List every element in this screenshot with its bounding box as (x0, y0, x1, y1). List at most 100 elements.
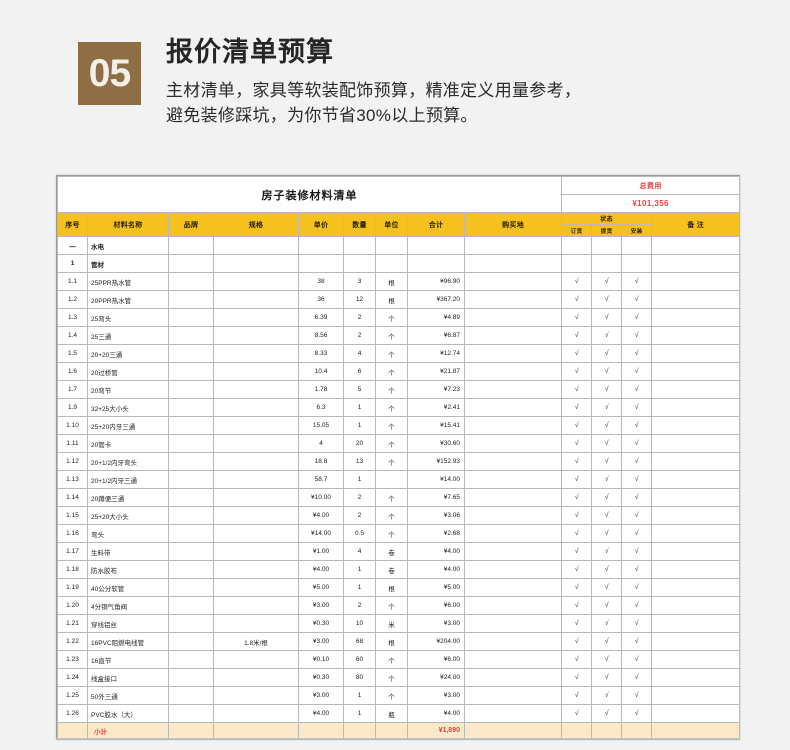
row-index: 1.24 (57, 668, 88, 687)
table-row: 1.14 20蹲便三通 ¥10.00 2 个 ¥7.65 √ √ √ (57, 488, 741, 507)
row-place (463, 614, 563, 633)
row-unit-price: 58.7 (298, 470, 344, 489)
row-status-order: √ (561, 650, 593, 669)
section-header: 05 报价清单预算 主材清单，家具等软装配饰预算，精准定义用量参考， 避免装修踩… (0, 0, 790, 128)
row-status-pickup: √ (591, 686, 623, 705)
row-unit: 个 (375, 362, 408, 381)
subtotal-pad-brand (168, 722, 214, 739)
row-amount: ¥15.41 (407, 416, 465, 435)
row-unit: 根 (375, 578, 408, 597)
row-qty: 3 (343, 272, 376, 291)
empty-cell (343, 236, 376, 255)
row-brand (168, 434, 214, 453)
row-status-pickup: √ (591, 272, 623, 291)
row-status-install: √ (621, 344, 653, 363)
status-cell (621, 254, 653, 273)
row-place (463, 308, 563, 327)
table-row: 1.22 16PVC阻燃电线管 1.8米/根 ¥3.00 68 根 ¥204.00 √ √ √ (57, 632, 741, 651)
row-spec (213, 290, 299, 309)
table-row: 1.18 防水胶布 ¥4.00 1 卷 ¥4.00 √ √ √ (57, 560, 741, 579)
row-status-pickup: √ (591, 416, 623, 435)
row-unit-price: ¥4.00 (298, 704, 344, 723)
row-index: 1.7 (57, 380, 88, 399)
row-brand (168, 416, 214, 435)
row-brand (168, 506, 214, 525)
group-index: 1 (57, 254, 88, 273)
row-qty: 20 (343, 434, 376, 453)
row-unit-price: 18.8 (298, 452, 344, 471)
row-status-pickup: √ (591, 470, 623, 489)
row-status-pickup: √ (591, 632, 623, 651)
row-amount: ¥30.60 (407, 434, 465, 453)
empty-cell (298, 254, 344, 273)
row-index: 1.9 (57, 398, 88, 417)
row-amount: ¥2.68 (407, 524, 465, 543)
table-row: 1.2 20PPR热水管 36 12 根 ¥367.20 √ √ √ (57, 290, 741, 309)
row-amount: ¥6.00 (407, 596, 465, 615)
row-status-order: √ (561, 470, 593, 489)
empty-cell (168, 254, 214, 273)
row-remark (651, 344, 741, 363)
row-status-pickup: √ (591, 614, 623, 633)
row-spec (213, 668, 299, 687)
row-index: 1.26 (57, 704, 88, 723)
row-qty: 4 (343, 344, 376, 363)
table-group-row: 一水电建筑面积85.2使用面积75 (57, 236, 741, 255)
row-unit: 根 (375, 632, 408, 651)
status-cell (651, 254, 741, 273)
row-place (463, 596, 563, 615)
subtotal-pad-unit (375, 722, 408, 739)
row-qty: 2 (343, 326, 376, 345)
subtotal-value: ¥1,890 (407, 722, 465, 739)
row-status-pickup: √ (591, 578, 623, 597)
group-name: 管材 (87, 254, 169, 273)
row-index: 1.11 (57, 434, 88, 453)
col-qty: 数量 (343, 212, 376, 237)
row-spec (213, 272, 299, 291)
row-qty: 80 (343, 668, 376, 687)
row-remark (651, 416, 741, 435)
row-status-install: √ (621, 326, 653, 345)
section-number-badge: 05 (78, 42, 141, 105)
row-index: 1.12 (57, 452, 88, 471)
status-cell (591, 254, 623, 273)
table-row: 1.7 20弯节 1.78 5 个 ¥7.23 √ √ √ (57, 380, 741, 399)
empty-cell (463, 236, 563, 255)
row-place (463, 686, 563, 705)
place-cell (561, 236, 593, 255)
row-unit-price: ¥3.00 (298, 686, 344, 705)
row-qty: 2 (343, 506, 376, 525)
row-name: 16PVC阻燃电线管 (87, 632, 169, 651)
row-remark (651, 596, 741, 615)
row-status-install: √ (621, 290, 653, 309)
row-unit: 个 (375, 398, 408, 417)
row-index: 1.23 (57, 650, 88, 669)
row-unit: 个 (375, 650, 408, 669)
col-spec: 规格 (213, 212, 299, 237)
row-unit: 个 (375, 326, 408, 345)
row-place (463, 650, 563, 669)
row-brand (168, 578, 214, 597)
row-status-order: √ (561, 308, 593, 327)
table-row: 1.20 4分铜气角阀 ¥3.00 2 个 ¥6.00 √ √ √ (57, 596, 741, 615)
empty-cell (407, 236, 465, 255)
table-row: 1.5 20+20三通 8.33 4 个 ¥12.74 √ √ √ (57, 344, 741, 363)
material-table: 房子装修材料清单 总费用 ¥101,356 序号 材料名称 品牌 规格 单价 数… (56, 176, 741, 739)
row-name: 线盒接口 (87, 668, 169, 687)
row-status-install: √ (621, 632, 653, 651)
row-status-install: √ (621, 668, 653, 687)
table-row: 1.17 生料带 ¥1.00 4 卷 ¥4.00 √ √ √ (57, 542, 741, 561)
row-index: 1.21 (57, 614, 88, 633)
row-name: 20+20三通 (87, 344, 169, 363)
row-status-pickup: √ (591, 596, 623, 615)
row-amount: ¥2.41 (407, 398, 465, 417)
section-subtitle-line2: 避免装修踩坑，为你节省30%以上预算。 (166, 105, 478, 125)
row-index: 1.15 (57, 506, 88, 525)
row-amount: ¥24.00 (407, 668, 465, 687)
row-amount: ¥4.00 (407, 560, 465, 579)
row-status-order: √ (561, 398, 593, 417)
row-qty: 1 (343, 560, 376, 579)
row-unit-price: ¥10.00 (298, 488, 344, 507)
row-remark (651, 488, 741, 507)
row-remark (651, 308, 741, 327)
